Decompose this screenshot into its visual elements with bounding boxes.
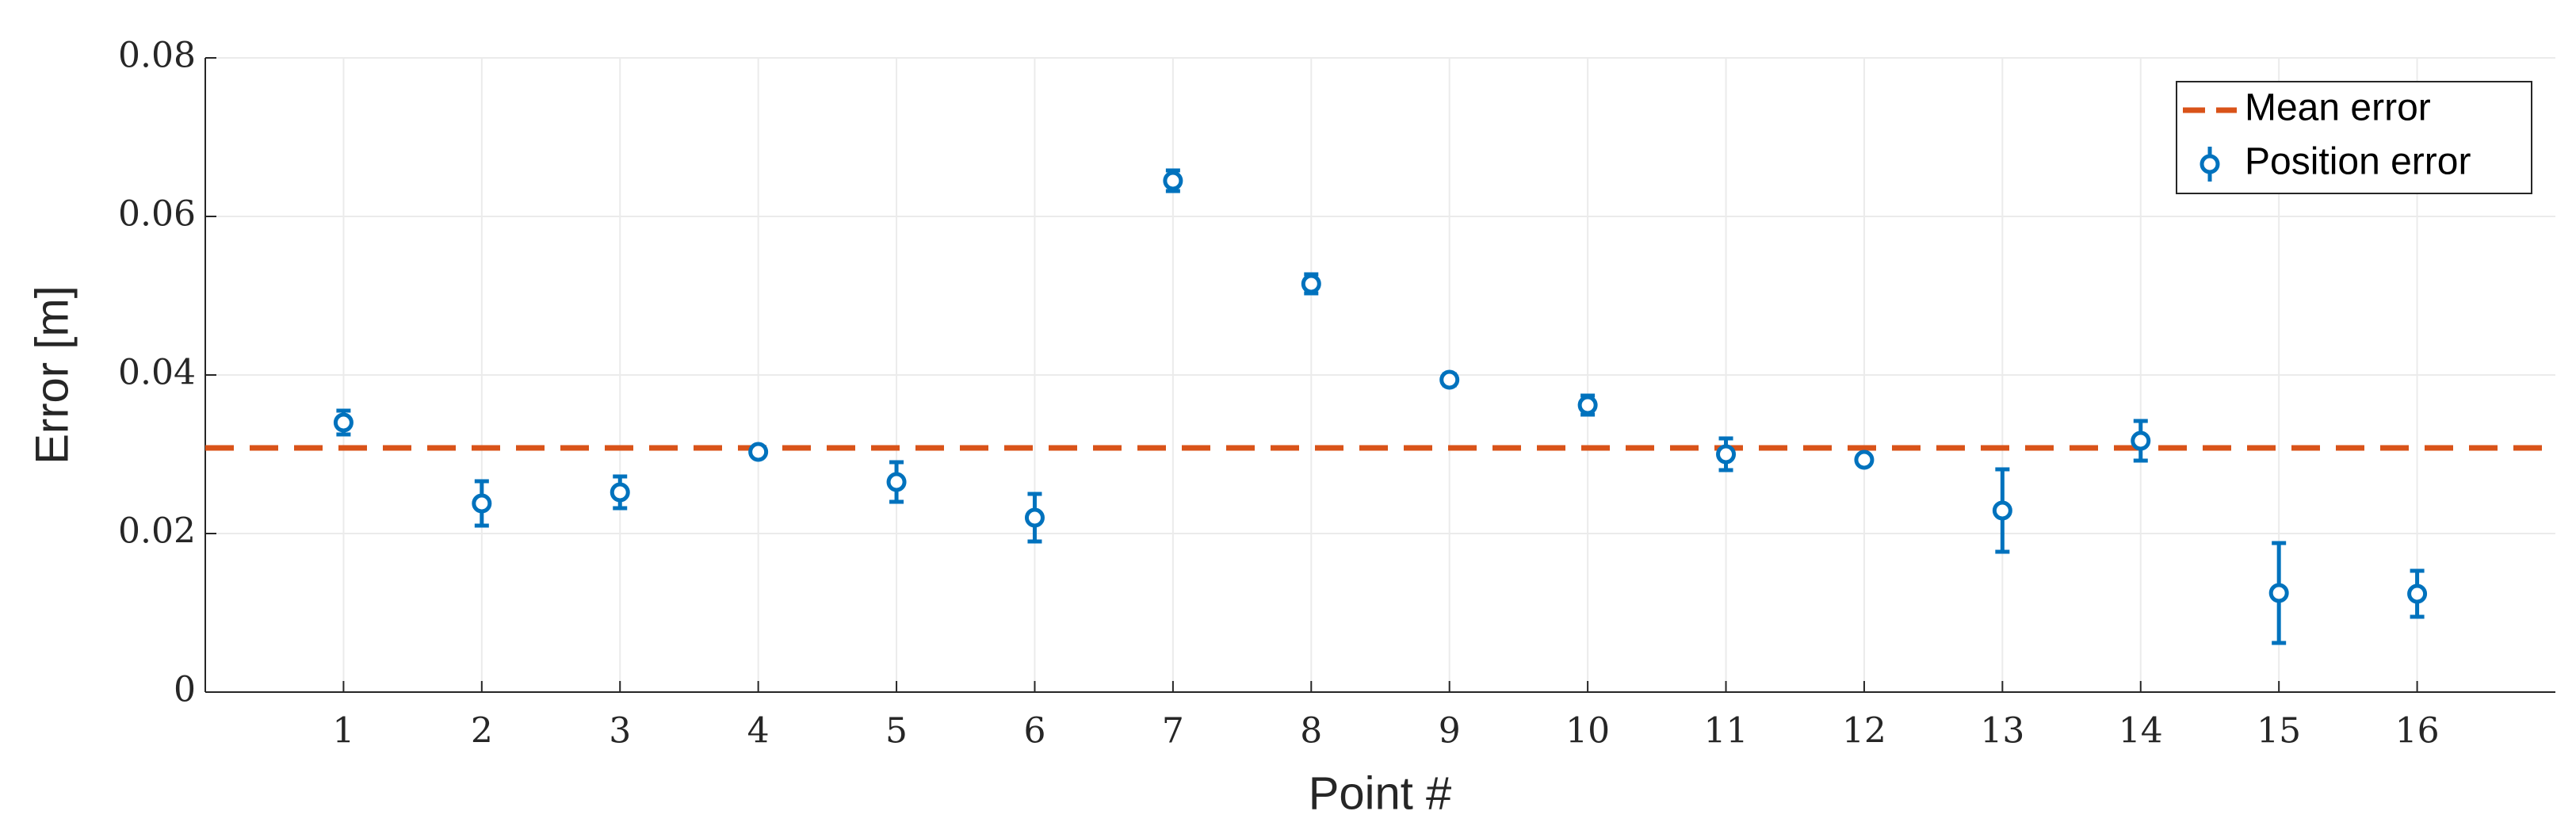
x-tick-label: 8 — [1300, 711, 1322, 752]
error-point — [2268, 541, 2289, 645]
legend-label: Mean error — [2245, 87, 2431, 129]
error-point — [748, 442, 769, 462]
error-point — [2407, 568, 2428, 619]
x-tick-label: 15 — [2257, 711, 2301, 752]
error-point — [610, 474, 630, 511]
x-tick-label: 1 — [332, 711, 354, 752]
y-tick-label: 0.06 — [118, 194, 196, 235]
x-tick-label: 5 — [885, 711, 908, 752]
marker — [1854, 450, 1875, 470]
y-tick-label: 0.04 — [118, 353, 196, 393]
error-point — [1024, 492, 1045, 544]
legend-box — [2176, 81, 2532, 194]
x-tick-label: 9 — [1439, 711, 1461, 752]
marker — [1024, 507, 1045, 528]
marker — [748, 442, 769, 462]
y-tick-label: 0.08 — [118, 36, 196, 76]
x-tick-label: 11 — [1704, 711, 1749, 752]
x-tick-label: 7 — [1162, 711, 1184, 752]
legend-swatch — [2200, 154, 2220, 174]
x-tick-label: 3 — [609, 711, 631, 752]
marker — [1992, 500, 2012, 521]
marker — [2268, 583, 2289, 603]
marker — [1439, 369, 1460, 390]
error-point — [1992, 467, 2012, 554]
marker — [886, 472, 907, 492]
error-point — [1577, 393, 1598, 417]
x-tick-label: 16 — [2395, 711, 2440, 752]
marker — [472, 493, 492, 514]
y-axis-label: Error [m] — [26, 285, 78, 465]
error-point — [1163, 168, 1183, 193]
marker — [1577, 395, 1598, 415]
error-point — [1716, 436, 1737, 472]
error-point — [886, 460, 907, 504]
x-tick-label: 6 — [1023, 711, 1045, 752]
error-point — [1301, 272, 1321, 296]
x-tick-label: 13 — [1980, 711, 2024, 752]
marker — [2131, 430, 2151, 451]
marker — [610, 482, 630, 503]
error-point — [1854, 450, 1875, 470]
legend-label: Position error — [2245, 141, 2471, 183]
marker — [1716, 444, 1737, 465]
x-tick-label: 4 — [747, 711, 770, 752]
y-tick-label: 0 — [174, 670, 196, 710]
x-tick-label: 14 — [2119, 711, 2163, 752]
marker — [1163, 170, 1183, 191]
x-tick-label: 2 — [471, 711, 493, 752]
y-tick-label: 0.02 — [118, 511, 196, 552]
marker — [2407, 583, 2428, 604]
marker — [1301, 274, 1321, 294]
error-point — [472, 479, 492, 528]
marker — [333, 412, 354, 433]
error-point — [2131, 419, 2151, 463]
x-tick-label: 10 — [1565, 711, 1610, 752]
error-point — [333, 408, 354, 437]
error-point — [1439, 369, 1460, 390]
x-tick-label: 12 — [1842, 711, 1886, 752]
x-axis-label: Point # — [1309, 767, 1452, 819]
